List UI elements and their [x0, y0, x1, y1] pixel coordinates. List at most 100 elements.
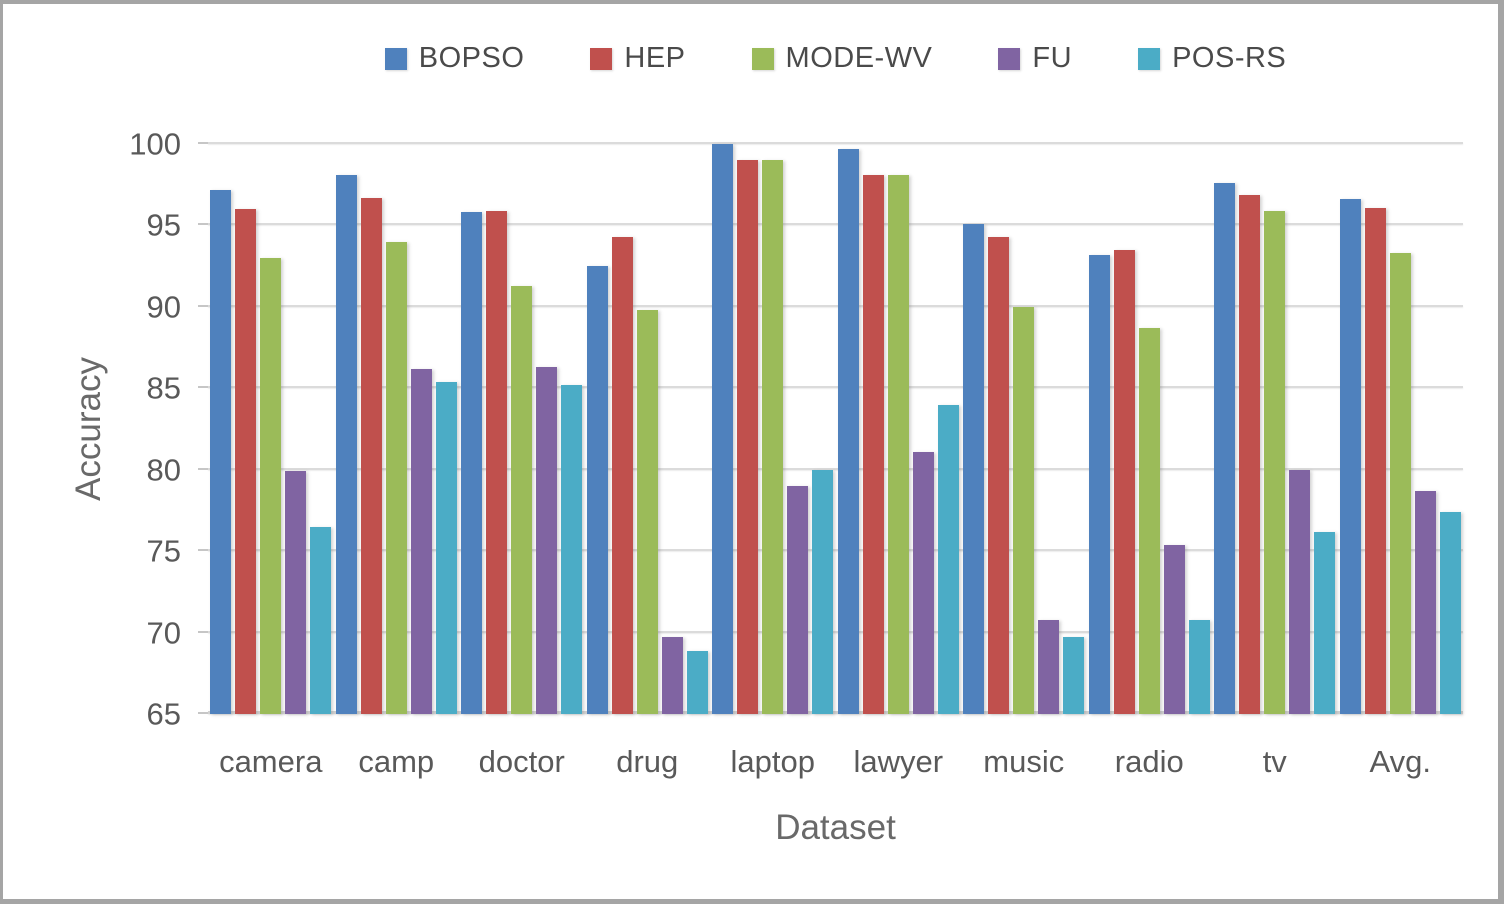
- bar-group-laptop: [710, 144, 836, 714]
- y-tick-label-95: 95: [146, 207, 181, 243]
- bar-camp-hep: [360, 197, 382, 714]
- bar-radio-fu: [1163, 544, 1185, 714]
- bar-tv-hep: [1239, 194, 1261, 714]
- bar-lawyer-hep: [862, 174, 884, 714]
- bar-laptop-fu: [787, 486, 809, 714]
- bar-camp-bopso: [335, 174, 357, 714]
- bar-radio-bopso: [1088, 254, 1110, 714]
- x-axis-label-tv: tv: [1262, 744, 1287, 779]
- legend-item-bopso: BOPSO: [384, 42, 525, 75]
- bar-tv-pos-rs: [1314, 531, 1336, 714]
- legend-item-pos-rs: POS-RS: [1138, 42, 1286, 75]
- legend-item-mode-wv: MODE-WV: [751, 42, 933, 75]
- bar-doctor-fu: [536, 367, 558, 714]
- bar-doctor-bopso: [461, 212, 483, 714]
- bar-group-doctor: [459, 144, 585, 714]
- bar-music-hep: [988, 236, 1010, 714]
- bars-layer: [208, 144, 1463, 714]
- legend: BOPSO HEP MODE-WV FU POS-RS: [208, 42, 1463, 75]
- gridline-65: [208, 711, 1463, 714]
- y-tick-mark-70: [198, 630, 208, 633]
- bar-music-mode-wv: [1013, 306, 1035, 714]
- bar-group-radio: [1087, 144, 1213, 714]
- x-axis-label-laptop: laptop: [730, 744, 815, 779]
- gridline-95: [208, 223, 1463, 226]
- bar-laptop-pos-rs: [812, 469, 834, 714]
- bar-group-tv: [1212, 144, 1338, 714]
- bar-lawyer-bopso: [837, 148, 859, 714]
- x-axis-category-labels: camera camp doctor drug laptop lawyer music rad…: [208, 744, 1463, 780]
- y-axis-tick-labels: 65 70 75 80 85 90 95 100: [3, 129, 181, 730]
- y-tick-label-85: 85: [146, 370, 181, 406]
- bar-radio-hep: [1113, 249, 1135, 714]
- x-axis-title: Dataset: [775, 808, 896, 847]
- y-tick-label-75: 75: [146, 533, 181, 569]
- bar-group-lawyer: [836, 144, 962, 714]
- bar-drug-bopso: [586, 266, 608, 714]
- bar-radio-mode-wv: [1138, 328, 1160, 714]
- legend-item-fu: FU: [998, 42, 1072, 75]
- x-axis-label-lawyer: lawyer: [853, 744, 944, 779]
- x-axis-label-radio: radio: [1114, 744, 1184, 779]
- y-tick-label-70: 70: [146, 615, 181, 651]
- legend-label: FU: [1032, 42, 1073, 74]
- bar-doctor-pos-rs: [561, 385, 583, 714]
- gridline-75: [208, 549, 1463, 552]
- bar-drug-pos-rs: [686, 650, 708, 714]
- bar-music-bopso: [963, 223, 985, 714]
- gridline-85: [208, 386, 1463, 389]
- bar-camp-pos-rs: [435, 381, 457, 714]
- y-tick-label-90: 90: [146, 289, 181, 325]
- legend-swatch-icon: [1138, 47, 1161, 70]
- bar-drug-mode-wv: [636, 310, 658, 714]
- bar-tv-fu: [1289, 469, 1311, 714]
- y-tick-mark-85: [198, 386, 208, 389]
- legend-item-hep: HEP: [590, 42, 685, 75]
- bar-drug-hep: [611, 236, 633, 714]
- legend-swatch-icon: [998, 47, 1021, 70]
- plot-area: [198, 142, 1463, 714]
- x-axis-label-drug: drug: [616, 744, 679, 779]
- y-tick-label-80: 80: [146, 452, 181, 488]
- bar-avg-fu: [1414, 490, 1436, 714]
- bar-doctor-mode-wv: [511, 285, 533, 714]
- bar-camp-fu: [410, 368, 432, 714]
- legend-swatch-icon: [751, 47, 774, 70]
- bar-avg-bopso: [1339, 199, 1361, 714]
- legend-label: MODE-WV: [785, 42, 933, 74]
- bar-lawyer-mode-wv: [887, 174, 909, 714]
- bar-laptop-hep: [737, 160, 759, 714]
- bar-camp-mode-wv: [385, 241, 407, 714]
- bar-music-pos-rs: [1063, 637, 1085, 714]
- bar-camera-mode-wv: [260, 258, 282, 714]
- gridline-70: [208, 630, 1463, 633]
- bar-avg-hep: [1364, 207, 1386, 714]
- bar-avg-pos-rs: [1439, 512, 1461, 714]
- bar-music-fu: [1038, 619, 1060, 714]
- y-tick-mark-65: [198, 712, 208, 714]
- legend-swatch-icon: [384, 47, 407, 70]
- x-axis-label-music: music: [983, 744, 1065, 779]
- y-tick-label-65: 65: [146, 696, 181, 732]
- bar-laptop-bopso: [712, 144, 734, 714]
- bar-radio-pos-rs: [1188, 619, 1210, 714]
- y-tick-mark-90: [198, 304, 208, 307]
- y-tick-label-100: 100: [129, 126, 181, 162]
- y-tick-mark-95: [198, 223, 208, 226]
- gridline-80: [208, 467, 1463, 470]
- legend-label: POS-RS: [1172, 42, 1287, 74]
- bar-camera-bopso: [210, 189, 232, 714]
- legend-label: HEP: [624, 42, 686, 74]
- bar-camera-fu: [285, 471, 307, 714]
- gridline-100: [208, 142, 1463, 144]
- bar-camera-hep: [235, 209, 257, 714]
- bar-lawyer-pos-rs: [937, 404, 959, 714]
- legend-swatch-icon: [590, 47, 613, 70]
- bar-laptop-mode-wv: [762, 160, 784, 714]
- x-axis-label-doctor: doctor: [478, 744, 565, 779]
- legend-label: BOPSO: [418, 42, 525, 74]
- gridline-90: [208, 304, 1463, 307]
- bar-group-avg: [1338, 144, 1464, 714]
- bar-doctor-hep: [486, 210, 508, 714]
